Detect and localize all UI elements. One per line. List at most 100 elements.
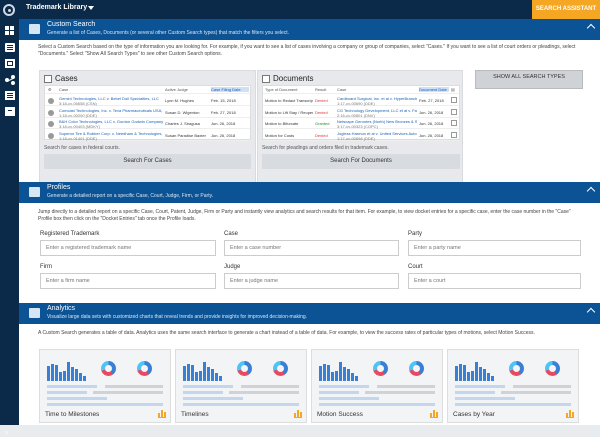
document-icon[interactable] [5,43,15,52]
documents-table: Type of Document Result Case Document Da… [262,85,460,141]
document-date: Jun. 26, 2018 [419,132,444,138]
judge-name[interactable]: Charles J. Siragusa [165,121,200,126]
analytics-card[interactable]: Timelines [175,349,307,423]
analytics-card-title: Cases by Year [453,411,495,418]
document-type[interactable]: Motion to Bifurcate [265,121,299,126]
judge-input[interactable] [224,273,399,289]
expand-sidebar-icon[interactable]: › [5,427,8,437]
thumbnail-bar [211,369,214,381]
case-name-link[interactable]: Cardboard Surgical, Inc. et al v. HyperB… [337,96,417,101]
timeline-band [47,397,107,400]
chart-thumbnail [45,355,165,407]
timeline-band [455,385,505,388]
party-input[interactable] [408,240,581,256]
show-all-search-types-button[interactable]: SHOW ALL SEARCH TYPES [475,70,583,89]
case-icon [48,98,54,104]
collapse-icon[interactable] [586,307,596,317]
timeline-band [47,391,87,394]
case-name-link[interactable]: Jogless Harmon et al v. United Services … [337,130,417,136]
party-label: Party [408,231,423,237]
column-header[interactable]: Result [315,87,327,92]
document-type[interactable]: Motion to Lift Stay / Reopen [265,109,313,115]
app-logo-icon[interactable] [3,4,15,16]
timeline-band [93,391,163,394]
thumbnail-bar [479,367,482,381]
judge-name[interactable]: Lynn M. Hughes [165,98,194,103]
archive-icon[interactable] [5,107,15,116]
profiles-header[interactable]: Profiles Generate a detailed report on a… [19,182,600,203]
files-icon[interactable] [5,91,15,100]
top-bar: Trademark Library SEARCH ASSISTANT [0,0,600,19]
analytics-card[interactable]: Motion Success [311,349,443,423]
table-row[interactable]: B&H Color Technologies, LLC v. Gordon Go… [45,118,250,129]
table-row[interactable]: Motion to Bifurcate Granted Netscape Ger… [263,118,459,129]
filing-date: Jun. 26, 2018 [211,121,236,126]
timeline-band [47,385,97,388]
collapse-icon[interactable] [586,186,596,196]
document-type[interactable]: Motion to Redact Transcript [265,98,313,103]
cases-title: Cases [55,74,78,83]
column-header[interactable]: Case [59,87,69,92]
case-name-link[interactable]: CG Technology Development, LLC et al v. … [337,107,417,113]
collapse-icon[interactable] [586,23,596,33]
table-row[interactable]: Motion to Lift Stay / Reopen Denied CG T… [263,107,459,118]
column-header[interactable]: Case Filing Date [211,87,249,92]
case-input[interactable] [224,240,399,256]
search-for-documents-button[interactable]: Search For Documents [262,154,460,169]
case-name-link[interactable]: Superior Tire & Rubber Corp. v. Needham … [59,130,163,136]
row-checkbox[interactable] [451,97,457,103]
analytics-card[interactable]: Cases by Year [447,349,579,423]
share-icon[interactable] [5,75,15,85]
document-date: Jun. 26, 2018 [419,109,444,115]
thumbnail-bar [347,369,350,381]
case-name-link[interactable]: Gemini Technologies, LLC v. Bebel Doll S… [59,96,159,101]
trademark-input[interactable] [40,240,216,256]
section-subtitle: Generate a list of Cases, Documents (or … [47,30,290,36]
timeline-band [229,391,299,394]
dashboard-icon[interactable] [5,26,15,35]
row-checkbox[interactable] [451,120,457,126]
search-assistant-button[interactable]: SEARCH ASSISTANT [532,0,600,19]
cases-table: ⚙ Case Active Judge Case Filing Date Gem… [44,85,251,141]
gear-icon[interactable]: ⚙ [48,87,52,92]
judge-name[interactable]: Susan D. Wigenton [165,109,200,115]
analytics-card[interactable]: Time to Milestones [39,349,171,423]
search-for-cases-button[interactable]: Search For Cases [44,154,251,169]
custom-search-header[interactable]: Custom Search Generate a list of Cases, … [19,19,600,40]
row-checkbox[interactable] [451,131,457,138]
table-row[interactable]: Motion to Redact Transcript Denied Cardb… [263,95,459,106]
table-row[interactable]: Comcast Technologies, Inc. v. Teva Pharm… [45,107,250,118]
firm-input[interactable] [40,273,216,289]
chevron-down-icon[interactable] [88,6,94,10]
thumbnail-bar [63,371,66,381]
column-header[interactable]: Case [337,87,347,92]
profiles-description: Jump directly to a detailed report on a … [38,209,571,222]
row-checkbox[interactable] [451,108,457,115]
table-header: Type of Document Result Case Document Da… [263,86,459,94]
timeline-band [455,397,515,400]
case-name-link[interactable]: Netscape Gerontes (North) New Bronzes & … [337,119,417,124]
case-icon [48,109,54,116]
donut-chart-icon [273,361,288,376]
table-row[interactable]: Superior Tire & Rubber Corp. v. Needham … [45,130,250,141]
document-type[interactable]: Motion for Costs [265,132,295,138]
column-header[interactable]: Type of Document [265,87,298,92]
court-input[interactable] [408,273,581,289]
table-row[interactable]: Gemini Technologies, LLC v. Bebel Doll S… [45,95,250,106]
library-selector[interactable]: Trademark Library [26,4,88,11]
thumbnail-bar [331,372,334,381]
motion-result: Granted [315,121,330,126]
firm-label: Firm [40,264,52,270]
timeline-band [183,403,299,406]
case-name-link[interactable]: Comcast Technologies, Inc. v. Teva Pharm… [59,107,163,113]
book-icon[interactable] [5,59,15,68]
table-row[interactable]: Motion for Costs Denied Jogless Harmon e… [263,130,459,141]
column-header[interactable]: Document Date [419,87,449,92]
motion-result: Denied [315,98,328,103]
analytics-header[interactable]: Analytics Visualize large data sets with… [19,303,600,324]
judge-name[interactable]: Susan Paradise Baxter [165,132,206,138]
export-icon[interactable]: ▤ [451,87,455,92]
custom-search-description: Select a Custom Search based on the type… [38,44,576,57]
column-header[interactable]: Active Judge [165,87,188,92]
case-name-link[interactable]: B&H Color Technologies, LLC v. Gordon Go… [59,119,163,124]
